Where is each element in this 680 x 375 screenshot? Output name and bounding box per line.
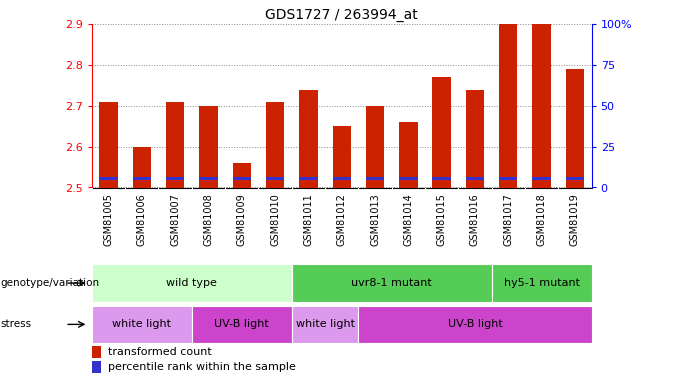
Text: GSM81013: GSM81013 (370, 194, 380, 246)
Bar (192, 306, 292, 343)
Bar (133, 147, 151, 188)
Text: GSM81019: GSM81019 (570, 194, 580, 246)
Text: stress: stress (1, 320, 32, 329)
Bar (366, 106, 384, 188)
Bar (166, 177, 184, 180)
Bar (299, 177, 318, 180)
Text: GSM81008: GSM81008 (203, 194, 214, 246)
Text: GSM81014: GSM81014 (403, 194, 413, 246)
Text: GSM81011: GSM81011 (303, 194, 313, 246)
Bar (233, 163, 251, 188)
Bar (333, 177, 351, 180)
Bar (466, 177, 484, 180)
Text: GSM81009: GSM81009 (237, 194, 247, 246)
Bar (399, 122, 418, 188)
Text: GSM81012: GSM81012 (337, 194, 347, 246)
Bar (432, 77, 451, 188)
Text: UV-B light: UV-B light (214, 320, 269, 329)
Text: transformed count: transformed count (108, 347, 212, 357)
Text: GSM81016: GSM81016 (470, 194, 480, 246)
Bar (532, 177, 551, 180)
Text: GSM81015: GSM81015 (437, 194, 447, 246)
Text: genotype/variation: genotype/variation (1, 278, 100, 288)
Text: wild type: wild type (167, 278, 217, 288)
Bar (292, 264, 492, 302)
Title: GDS1727 / 263994_at: GDS1727 / 263994_at (265, 8, 418, 22)
Text: GSM81007: GSM81007 (170, 194, 180, 246)
Bar (199, 106, 218, 188)
Text: GSM81010: GSM81010 (270, 194, 280, 246)
Bar (99, 177, 118, 180)
Text: GSM81018: GSM81018 (537, 194, 547, 246)
Bar (566, 177, 584, 180)
Bar (292, 306, 358, 343)
Bar (432, 177, 451, 180)
Bar (133, 177, 151, 180)
Text: UV-B light: UV-B light (447, 320, 503, 329)
Bar (266, 102, 284, 188)
Bar (92, 306, 192, 343)
Bar (233, 177, 251, 180)
Bar (92, 346, 101, 358)
Text: percentile rank within the sample: percentile rank within the sample (108, 362, 296, 372)
Text: GSM81006: GSM81006 (137, 194, 147, 246)
Text: GSM81017: GSM81017 (503, 194, 513, 246)
Bar (532, 24, 551, 188)
Bar (333, 126, 351, 188)
Bar (166, 102, 184, 188)
Bar (492, 264, 592, 302)
Bar (366, 177, 384, 180)
Bar (358, 306, 592, 343)
Bar (499, 24, 517, 188)
Text: white light: white light (112, 320, 171, 329)
Bar (92, 264, 292, 302)
Bar (92, 361, 101, 372)
Bar (199, 177, 218, 180)
Bar (466, 90, 484, 188)
Bar (399, 177, 418, 180)
Bar (499, 177, 517, 180)
Text: uvr8-1 mutant: uvr8-1 mutant (352, 278, 432, 288)
Text: white light: white light (296, 320, 354, 329)
Text: hy5-1 mutant: hy5-1 mutant (504, 278, 579, 288)
Text: GSM81005: GSM81005 (103, 194, 114, 246)
Bar (299, 90, 318, 188)
Bar (266, 177, 284, 180)
Bar (99, 102, 118, 188)
Bar (566, 69, 584, 188)
